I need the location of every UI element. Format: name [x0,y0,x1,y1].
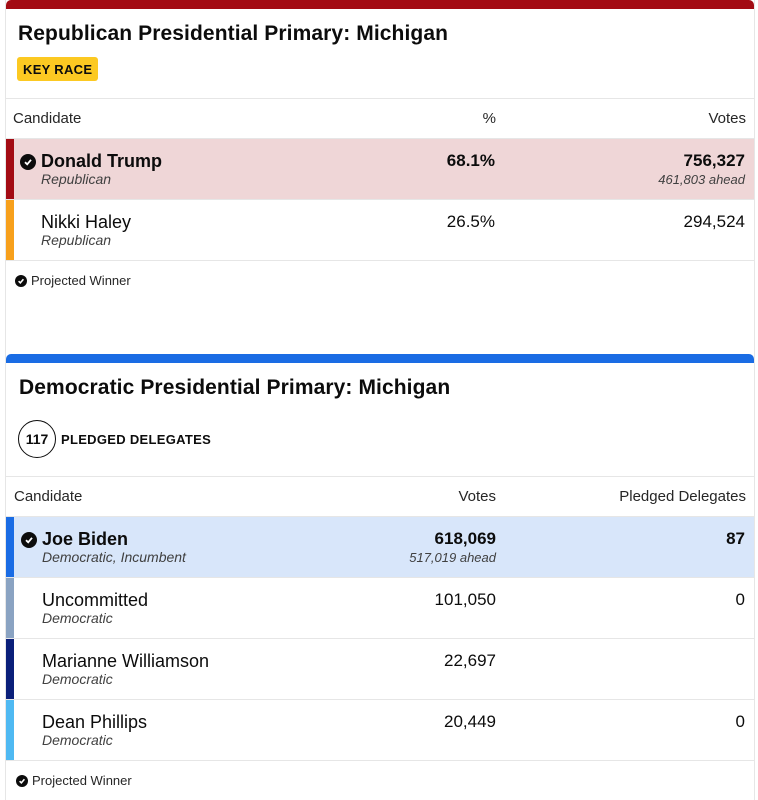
republican-results-card: Republican Presidential Primary: Michiga… [5,0,755,354]
candidate-percent: 26.5% [446,212,495,231]
candidate-name: Dean Phillips [42,712,148,732]
candidate-votes: 20,449 [444,712,496,731]
candidate-delegates: 0 [735,590,745,609]
candidate-row-uncommitted[interactable]: Uncommitted Democratic 101,050 0 [6,577,754,638]
projected-winner-label: Projected Winner [31,273,131,288]
key-race-badge: KEY RACE [17,57,99,81]
check-circle-icon [15,274,27,287]
candidate-votes: 294,524 [683,212,745,231]
candidate-name: Donald Trump [41,151,162,171]
votes-ahead: 461,803 ahead [658,172,745,187]
party-color-bar [6,517,14,577]
candidate-row-haley[interactable]: Nikki Haley Republican 26.5% 294,524 [6,199,754,260]
candidate-name: Nikki Haley [41,212,132,232]
delegates-count-circle: 117 [18,420,56,458]
party-color-bar [6,578,14,638]
republican-race-title: Republican Presidential Primary: Michiga… [18,22,449,45]
pledged-delegates-summary: 117 PLEDGED DELEGATES [18,420,211,458]
candidate-row-biden[interactable]: Joe Biden Democratic, Incumbent 618,069 … [6,516,754,577]
header-votes: Votes [458,488,496,505]
candidate-row-phillips[interactable]: Dean Phillips Democratic 20,449 0 [6,699,754,760]
party-color-bar [6,700,14,760]
republican-accent-bar [6,0,754,9]
candidate-delegates: 0 [735,712,745,731]
candidate-votes: 756,327 [683,151,745,170]
delegates-label: PLEDGED DELEGATES [61,431,212,447]
header-votes: Votes [708,110,746,127]
party-color-bar [6,200,14,260]
candidate-row-williamson[interactable]: Marianne Williamson Democratic 22,697 [6,638,754,699]
candidate-delegates: 87 [726,529,745,548]
check-circle-icon [20,154,36,170]
democratic-table-header: Candidate Votes Pledged Delegates [6,476,754,516]
projected-winner-label: Projected Winner [32,773,132,788]
democratic-footer [6,760,754,800]
votes-ahead: 517,019 ahead [409,550,496,565]
candidate-percent: 68.1% [446,151,495,170]
candidate-row-trump[interactable]: Donald Trump Republican 68.1% 756,327 46… [6,138,754,199]
candidate-party: Republican [41,171,112,187]
projected-winner-note: Projected Winner [16,773,132,788]
party-color-bar [6,639,14,699]
candidate-party: Democratic [42,671,113,687]
candidate-votes: 618,069 [434,529,496,548]
democratic-accent-bar [6,354,754,363]
header-pledged-delegates: Pledged Delegates [619,488,746,505]
candidate-party: Democratic, Incumbent [42,549,186,565]
check-circle-icon [16,774,28,787]
check-circle-icon [21,532,37,548]
party-color-bar [6,139,14,199]
candidate-votes: 101,050 [434,590,496,609]
republican-table-header: Candidate % Votes [6,98,754,138]
header-percent: % [482,110,496,127]
democratic-race-title: Democratic Presidential Primary: Michiga… [19,376,451,399]
projected-winner-note: Projected Winner [15,273,131,288]
candidate-party: Republican [41,232,112,248]
candidate-votes: 22,697 [444,651,496,670]
candidate-name: Joe Biden [42,529,129,549]
candidate-name: Uncommitted [42,590,149,610]
header-candidate: Candidate [14,488,83,505]
republican-footer [6,260,754,354]
header-candidate: Candidate [13,110,82,127]
candidate-name: Marianne Williamson [42,651,210,671]
candidate-party: Democratic [42,732,113,748]
candidate-party: Democratic [42,610,113,626]
